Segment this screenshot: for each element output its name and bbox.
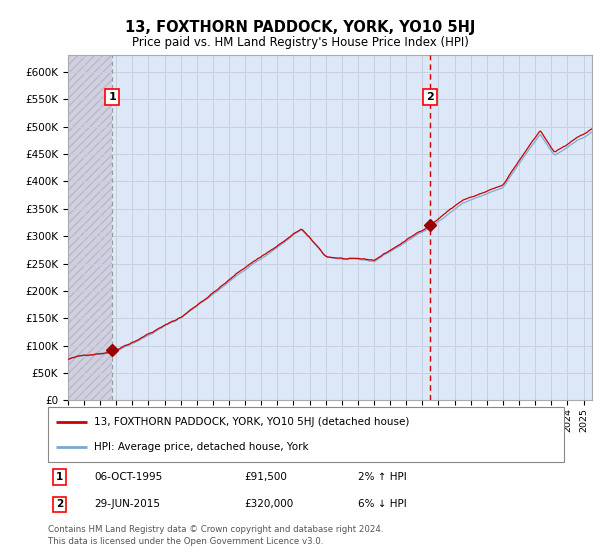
Bar	[68, 55, 112, 400]
Text: 1: 1	[56, 472, 63, 482]
Text: 13, FOXTHORN PADDOCK, YORK, YO10 5HJ: 13, FOXTHORN PADDOCK, YORK, YO10 5HJ	[125, 20, 475, 35]
Text: 1: 1	[109, 92, 116, 102]
Text: £91,500: £91,500	[244, 472, 287, 482]
Text: 2: 2	[56, 500, 63, 510]
Text: Price paid vs. HM Land Registry's House Price Index (HPI): Price paid vs. HM Land Registry's House …	[131, 36, 469, 49]
Text: 06-OCT-1995: 06-OCT-1995	[94, 472, 163, 482]
Text: 2: 2	[427, 92, 434, 102]
Text: 6% ↓ HPI: 6% ↓ HPI	[358, 500, 406, 510]
Text: £320,000: £320,000	[244, 500, 293, 510]
Text: HPI: Average price, detached house, York: HPI: Average price, detached house, York	[94, 442, 309, 452]
FancyBboxPatch shape	[48, 407, 564, 462]
Text: 13, FOXTHORN PADDOCK, YORK, YO10 5HJ (detached house): 13, FOXTHORN PADDOCK, YORK, YO10 5HJ (de…	[94, 417, 410, 427]
Text: 29-JUN-2015: 29-JUN-2015	[94, 500, 160, 510]
Text: Contains HM Land Registry data © Crown copyright and database right 2024.
This d: Contains HM Land Registry data © Crown c…	[48, 525, 383, 546]
Text: 2% ↑ HPI: 2% ↑ HPI	[358, 472, 406, 482]
